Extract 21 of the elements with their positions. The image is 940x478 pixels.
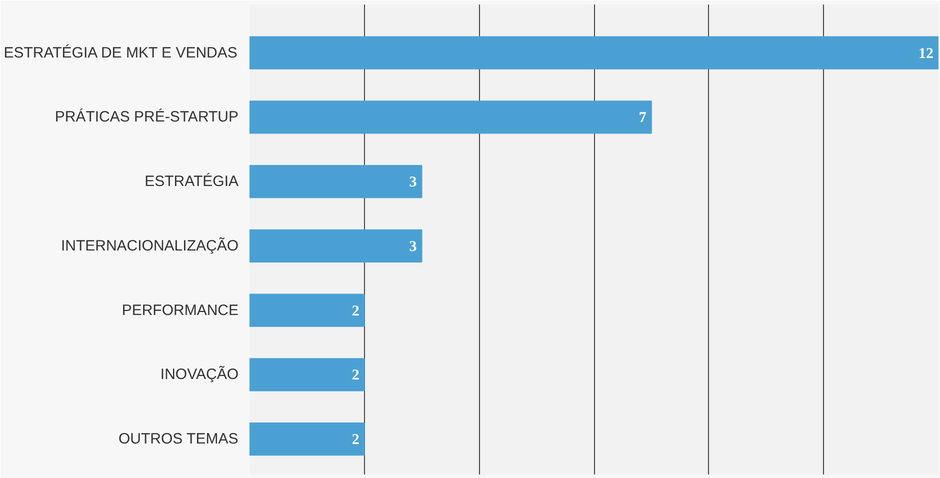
bar	[250, 164, 422, 198]
data-label: 2	[352, 303, 360, 320]
y-tick-label: OUTROS TEMAS	[118, 430, 238, 448]
data-label: 2	[352, 368, 360, 384]
y-tick-label: INTERNACIONALIZAÇÃO	[60, 236, 239, 254]
bar	[250, 294, 365, 327]
y-tick-label: ESTRATÉGIA	[144, 172, 238, 190]
y-tick-label: PRÁTICAS PRÉ-STARTUP	[54, 108, 238, 126]
data-label: 3	[409, 174, 417, 191]
data-label: 7	[638, 110, 647, 126]
bar	[250, 36, 938, 70]
data-label: 3	[409, 238, 417, 255]
bar	[250, 229, 422, 263]
data-label: 2	[352, 432, 360, 448]
y-tick-label: ESTRATÉGIA DE MKT E VENDAS	[4, 43, 238, 62]
bar	[250, 422, 365, 456]
bar	[250, 358, 365, 392]
y-tick-label: PERFORMANCE	[122, 302, 239, 319]
data-label: 12	[918, 46, 934, 62]
bar	[250, 100, 652, 134]
y-tick-label: INOVAÇÃO	[160, 365, 239, 384]
